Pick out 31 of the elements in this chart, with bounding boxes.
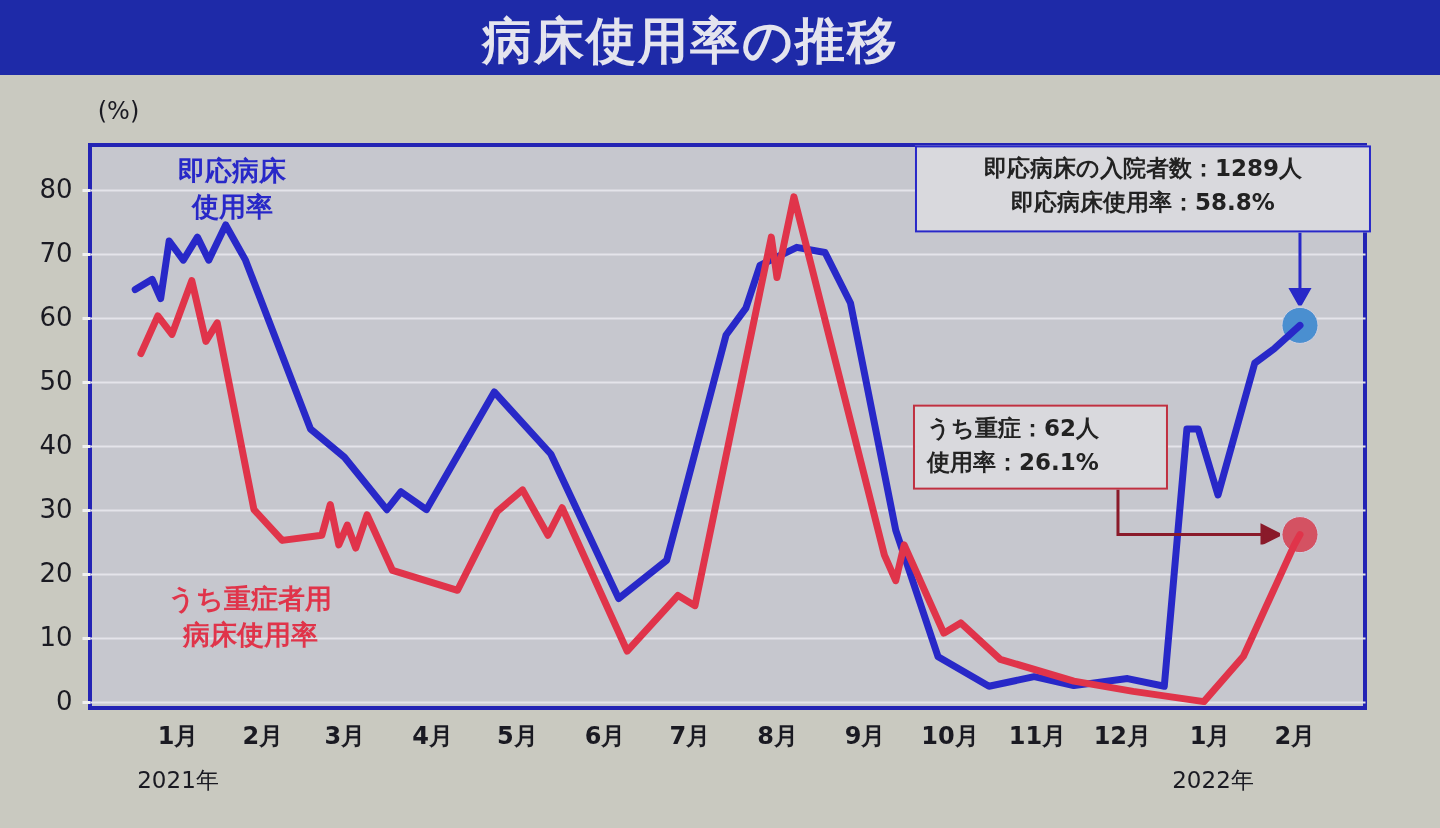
annotation: うち重症：62人使用率：26.1% xyxy=(926,413,1100,477)
x-tick-label: 2月 xyxy=(242,721,284,750)
y-tick-label: 10 xyxy=(39,622,73,653)
y-tick-label: 80 xyxy=(39,174,73,205)
x-tick-label: 12月 xyxy=(1093,721,1152,750)
y-tick-label: 40 xyxy=(39,430,73,461)
x-tick-label: 2月 xyxy=(1274,721,1316,750)
x-tick-label: 7月 xyxy=(669,721,711,750)
x-tick-label: 9月 xyxy=(844,721,886,750)
annotation: 即応病床の入院者数：1289人即応病床使用率：58.8% xyxy=(982,154,1303,218)
chart-title: 病床使用率の推移 xyxy=(480,11,900,72)
y-tick-label: 30 xyxy=(39,494,73,525)
x-tick-label: 3月 xyxy=(324,721,366,750)
y-tick-label: 60 xyxy=(39,302,73,333)
x-tick-label: 11月 xyxy=(1008,721,1067,750)
text: 2022年 xyxy=(1172,767,1254,793)
x-tick-label: 1月 xyxy=(1189,721,1231,750)
series-label: 即応病床使用率 xyxy=(177,154,287,224)
x-tick-label: 4月 xyxy=(412,721,453,750)
y-tick-label: 20 xyxy=(39,558,73,589)
x-tick-label: 1月 xyxy=(157,721,199,750)
x-tick-label: 6月 xyxy=(584,721,626,750)
text: 2021年 xyxy=(137,767,219,793)
x-tick-label: 8月 xyxy=(757,721,798,750)
y-tick-label: 50 xyxy=(39,366,73,397)
x-tick-label: 5月 xyxy=(497,721,538,750)
y-axis-title: (%) xyxy=(97,96,140,125)
y-tick-label: 0 xyxy=(55,686,73,717)
x-tick-label: 10月 xyxy=(921,721,979,750)
y-tick-label: 70 xyxy=(39,238,73,269)
series-label: うち重症者用病床使用率 xyxy=(167,582,333,652)
